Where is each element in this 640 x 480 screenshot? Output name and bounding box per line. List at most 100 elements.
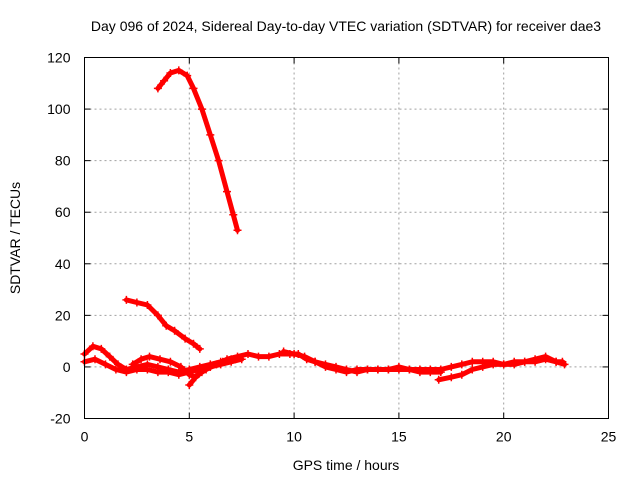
y-tick-label: 40 [55, 256, 71, 272]
data-point [394, 362, 403, 371]
data-point [193, 370, 202, 379]
data-point [176, 362, 185, 371]
series-arc-mid [122, 295, 204, 353]
y-tick-label: 20 [55, 307, 71, 323]
data-point [156, 355, 164, 364]
data-point [206, 130, 215, 139]
data-point [300, 352, 309, 361]
data-point [332, 362, 340, 371]
data-point [143, 365, 152, 374]
data-point [264, 352, 273, 361]
data-point [541, 352, 550, 361]
data-point [457, 360, 466, 369]
x-tick-label: 0 [81, 429, 89, 445]
data-point [143, 301, 152, 309]
data-point [214, 156, 223, 165]
data-point [489, 360, 498, 369]
data-point [468, 357, 477, 366]
data-point [91, 355, 99, 364]
data-point [153, 368, 162, 377]
data-point [223, 187, 231, 196]
data-point [384, 365, 393, 374]
data-point [254, 352, 263, 361]
plot-frame [84, 57, 609, 419]
data-point [321, 360, 330, 369]
data-point [162, 321, 171, 330]
data-point [174, 370, 183, 379]
data-point [97, 344, 106, 353]
x-tick-label: 15 [391, 429, 407, 445]
data-point [436, 365, 445, 374]
data-point [189, 339, 198, 348]
data-point [311, 357, 320, 366]
y-tick-label: 80 [55, 153, 71, 169]
data-point [510, 357, 519, 366]
data-point [105, 352, 114, 361]
data-point [279, 347, 288, 356]
data-point [128, 360, 137, 369]
data-point [415, 365, 424, 374]
data-point [185, 370, 194, 379]
data-point [132, 298, 141, 307]
y-tick-label: -20 [50, 411, 70, 427]
data-point [353, 368, 361, 377]
data-point [183, 71, 192, 80]
data-point [197, 105, 206, 114]
data-point [468, 365, 477, 374]
data-point [170, 326, 179, 335]
data-point [202, 365, 211, 374]
chart-title: Day 096 of 2024, Sidereal Day-to-day VTE… [91, 18, 601, 34]
series-line-arc-high [155, 67, 240, 233]
data-point [290, 350, 299, 358]
x-tick-label: 10 [286, 429, 302, 445]
data-point [558, 357, 567, 366]
data-point [373, 365, 382, 374]
tick-labels: 0 5 10 15 20 25 -20 0 20 40 60 80 100 120 [47, 50, 616, 445]
data-point [275, 350, 284, 358]
data-point [88, 342, 97, 351]
data-point [499, 360, 508, 369]
y-axis-label: SDTVAR / TECUs [7, 182, 23, 294]
data-point [166, 69, 175, 77]
data-point [244, 350, 252, 358]
data-point [114, 360, 122, 369]
data-point [229, 210, 238, 219]
data-point [185, 381, 194, 389]
x-tick-label: 5 [185, 429, 193, 445]
data-point [233, 352, 242, 361]
data-point [363, 365, 372, 374]
y-tick-label: 60 [55, 204, 71, 220]
data-point [342, 365, 351, 374]
x-axis-label: GPS time / hours [293, 457, 400, 473]
data-point [111, 365, 120, 374]
x-tick-label: 20 [496, 429, 512, 445]
data-point [132, 365, 141, 374]
data-point [160, 76, 169, 85]
data-point [153, 311, 162, 320]
data-point [122, 368, 131, 377]
grid [84, 57, 609, 419]
data-point [233, 226, 242, 235]
x-tick-label: 25 [601, 429, 617, 445]
series-line-arc-mid [123, 297, 203, 352]
data-point [195, 344, 204, 353]
data-point [447, 362, 456, 371]
data-point [101, 360, 110, 369]
data-point [122, 295, 131, 304]
data-point [174, 66, 183, 75]
series-arc-f [434, 352, 567, 384]
axis-ticks [84, 57, 609, 419]
data-point [153, 84, 162, 93]
series-layer [80, 66, 569, 389]
data-point [212, 360, 221, 369]
data-point [189, 84, 198, 93]
data-point [145, 352, 154, 361]
data-point [223, 355, 231, 364]
data-point [520, 357, 529, 366]
y-tick-label: 0 [63, 359, 71, 375]
data-point [166, 357, 175, 366]
data-point [478, 362, 487, 371]
data-point [447, 373, 456, 382]
data-point [426, 365, 435, 374]
